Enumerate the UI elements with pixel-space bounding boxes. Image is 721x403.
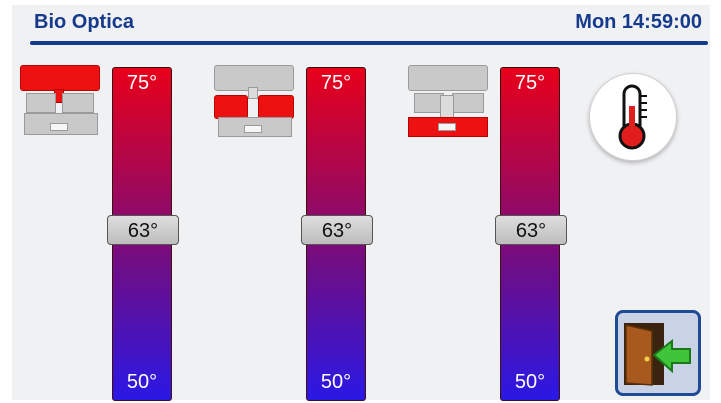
temperature-settings-button[interactable]	[589, 73, 677, 161]
zone-1-setpoint-knob[interactable]: 63°	[107, 214, 179, 245]
zone-1-max-label: 75°	[126, 72, 158, 94]
zone-1-temperature-slider[interactable]: 75° 63° 50°	[107, 67, 179, 401]
clock: Mon 14:59:00	[575, 11, 702, 33]
zone-2-setpoint-knob[interactable]: 63°	[301, 214, 373, 245]
zone-2-max-label: 75°	[320, 72, 352, 94]
thermometer-icon	[618, 84, 647, 150]
zone-2-temperature-slider[interactable]: 75° 63° 50°	[301, 67, 373, 401]
exit-button[interactable]	[615, 310, 701, 396]
screen: Bio Optica Mon 14:59:00 75° 63° 50° 75° …	[12, 5, 710, 401]
app-title: Bio Optica	[34, 11, 135, 33]
zone-3-setpoint-knob[interactable]: 63°	[495, 214, 567, 245]
heater-top-module-icon	[18, 65, 104, 143]
header-divider	[30, 41, 708, 45]
exit-door-icon	[624, 323, 691, 386]
zone-3-temperature-slider[interactable]: 75° 63° 50°	[495, 67, 567, 401]
heater-middle-module-icon	[212, 65, 298, 143]
zone-2-min-label: 50°	[320, 371, 352, 393]
zone-1-min-label: 50°	[126, 371, 158, 393]
zone-3-max-label: 75°	[514, 72, 546, 94]
header: Bio Optica Mon 14:59:00	[12, 5, 710, 45]
heater-bottom-module-icon	[406, 65, 492, 143]
zone-3-min-label: 50°	[514, 371, 546, 393]
